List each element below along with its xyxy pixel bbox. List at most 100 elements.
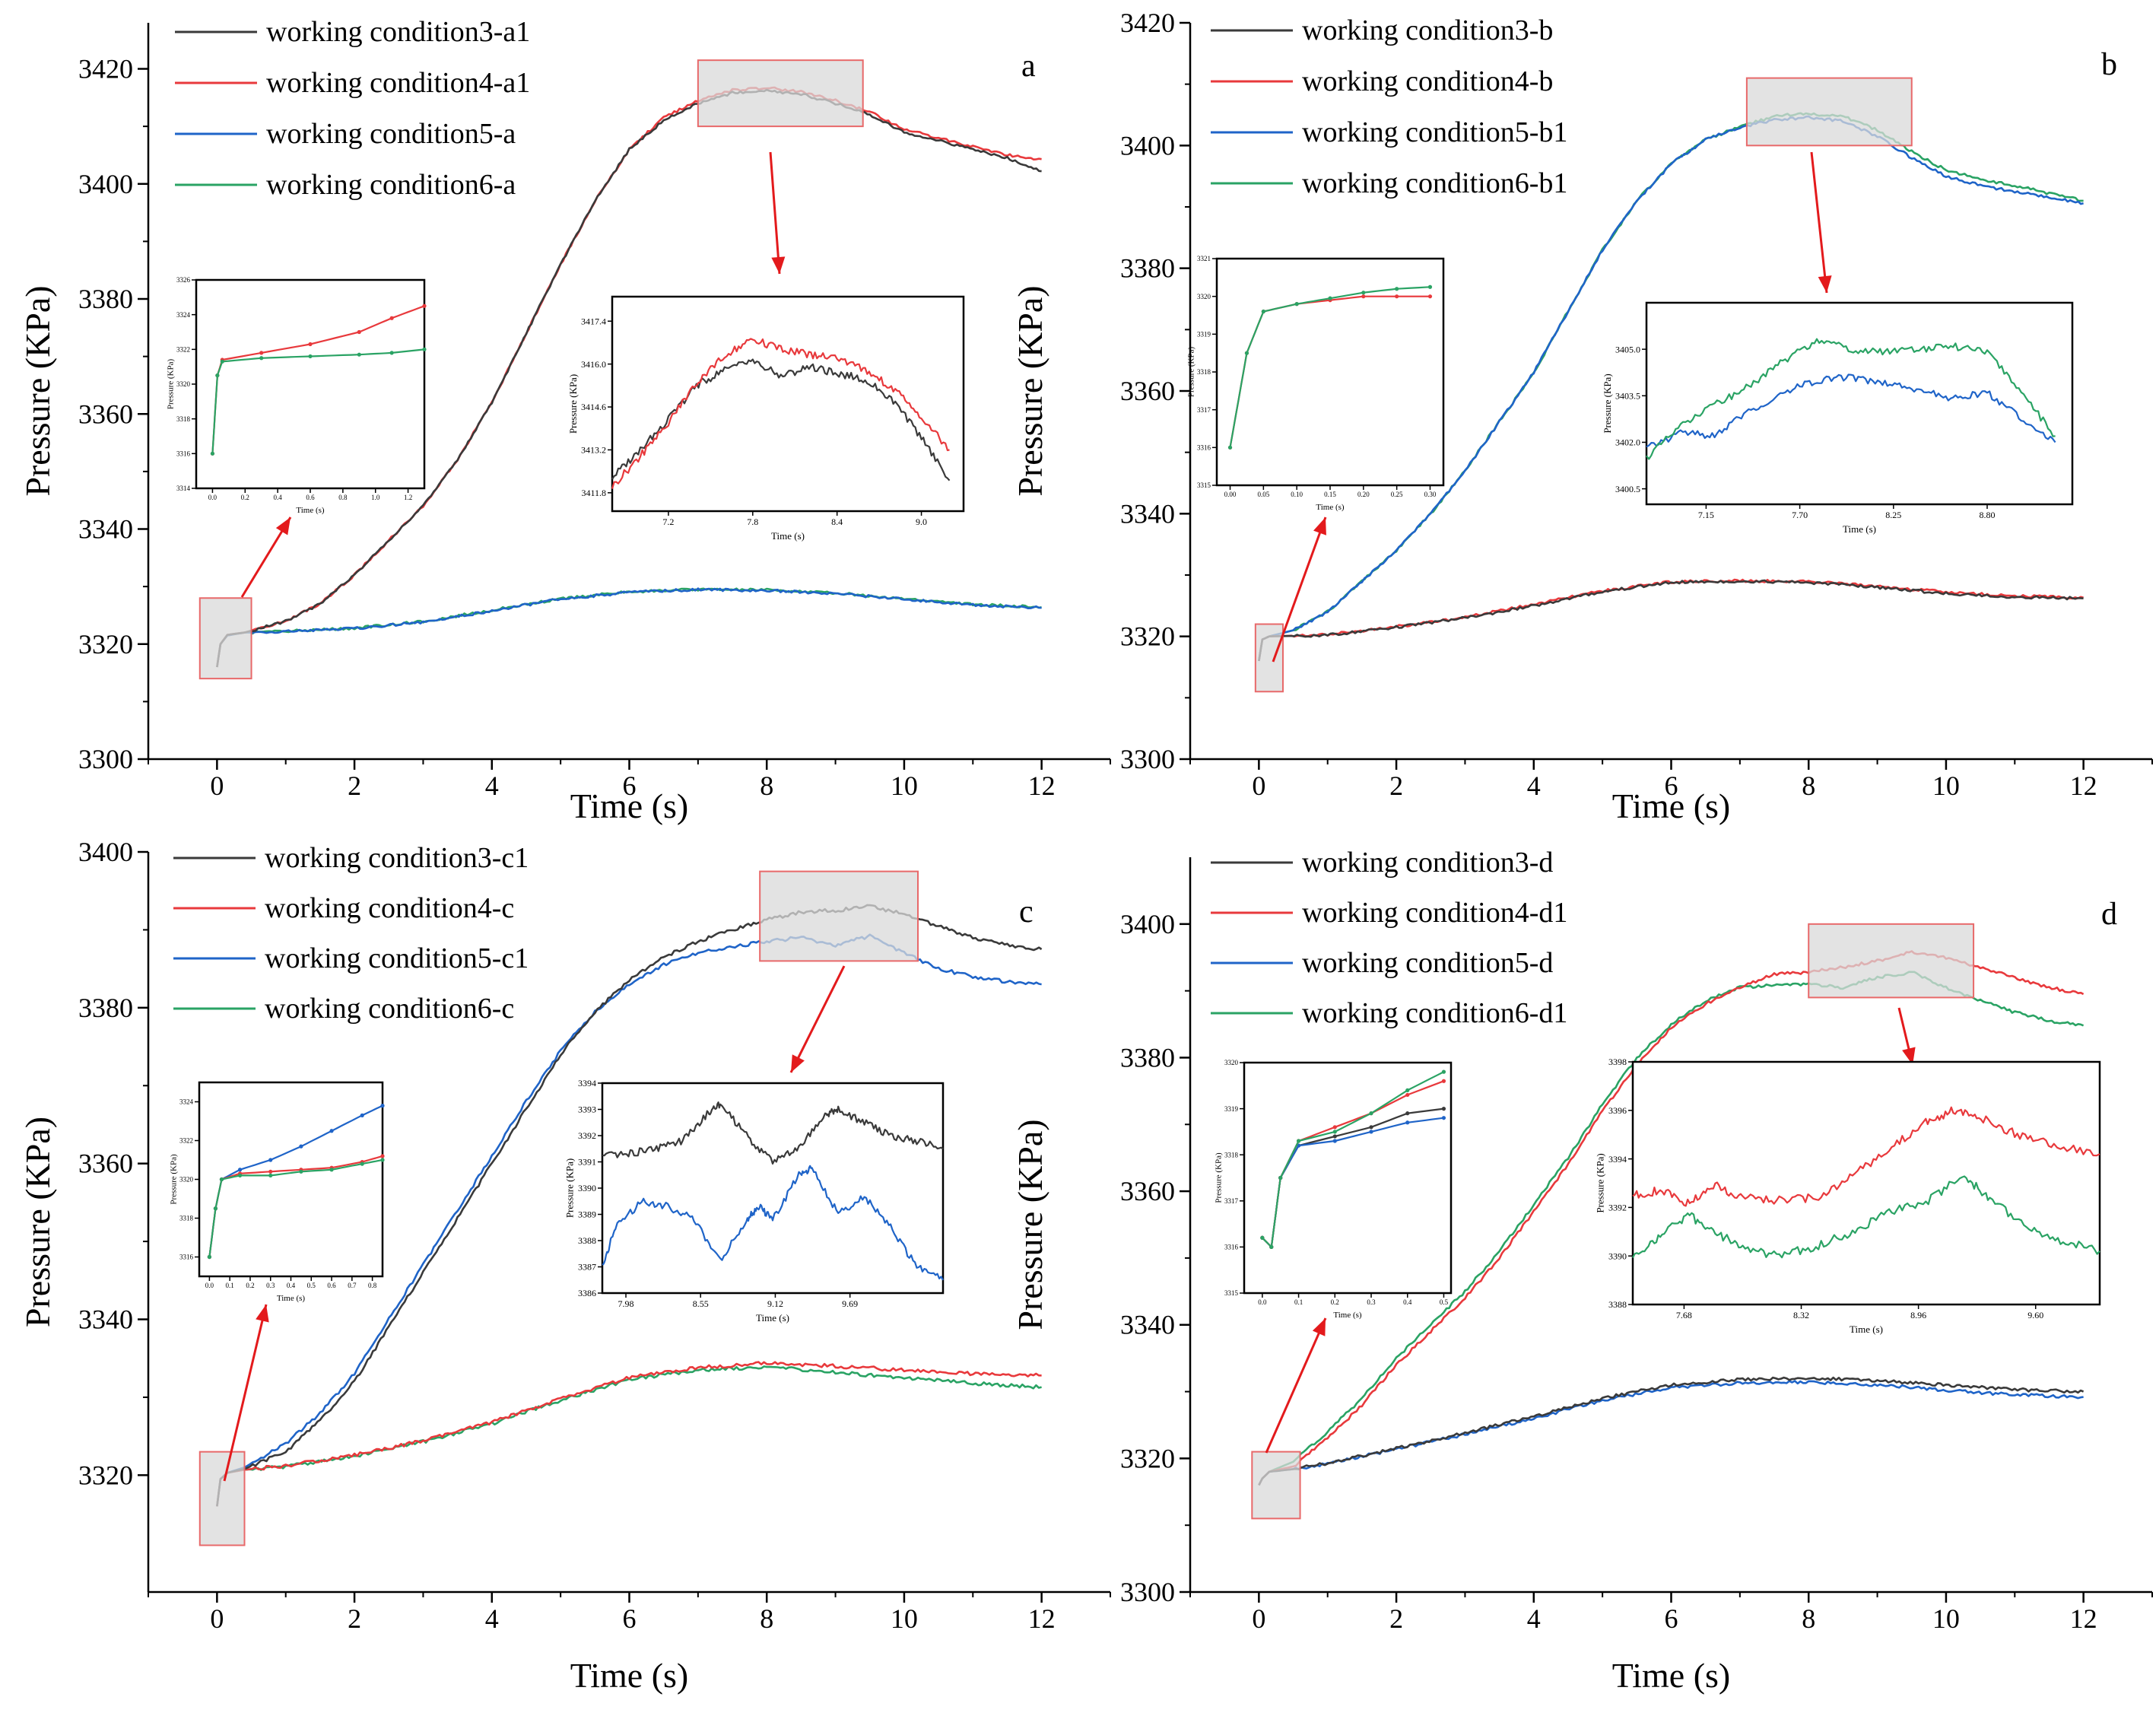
x-tick-label: 10 <box>891 771 918 801</box>
inset-x-tick-label: 1.2 <box>404 494 412 501</box>
x-tick-label: 6 <box>1665 771 1678 801</box>
inset-marker <box>1261 309 1265 314</box>
inset-y-label: Pressure (KPa) <box>567 374 579 434</box>
inset-series-line <box>211 348 425 454</box>
x-tick-label: 4 <box>485 771 499 801</box>
inset-peak-frame <box>611 295 965 513</box>
inset-y-tick-label: 3316 <box>1224 1244 1239 1251</box>
y-tick-label: 3340 <box>1120 1310 1175 1340</box>
y-tick-label: 3360 <box>1120 1176 1175 1206</box>
inset-marker <box>1332 1125 1337 1130</box>
inset-marker <box>299 1169 303 1174</box>
inset-x-tick-label: 0.6 <box>306 494 315 501</box>
inset-y-tick-label: 3318 <box>1197 368 1211 376</box>
x-tick-label: 12 <box>2070 1603 2097 1634</box>
inset-marker <box>1361 291 1366 295</box>
inset-marker <box>1332 1139 1337 1143</box>
inset-x-tick-label: 7.98 <box>618 1298 634 1309</box>
y-tick-label: 3320 <box>1120 621 1175 652</box>
x-axis-label: Time (s) <box>570 1656 689 1695</box>
inset-x-tick-label: 9.60 <box>2027 1310 2043 1320</box>
arrow-start-head <box>1312 1318 1326 1336</box>
panel-label: d <box>2101 897 2117 932</box>
inset-y-tick-label: 3322 <box>179 1137 193 1145</box>
inset-y-tick-label: 3390 <box>578 1183 596 1193</box>
x-axis-label: Time (s) <box>1612 1656 1731 1695</box>
inset-y-tick-label: 3403.5 <box>1615 391 1640 402</box>
x-tick-label: 12 <box>1028 1603 1056 1634</box>
inset-y-tick-label: 3326 <box>176 276 191 284</box>
zoom-box-start <box>198 1451 246 1546</box>
inset-marker <box>329 1129 334 1133</box>
legend-label: working condition3-a1 <box>266 16 530 48</box>
inset-y-tick-label: 3390 <box>1608 1250 1627 1261</box>
series-line <box>216 1361 1042 1507</box>
inset-marker <box>1405 1111 1410 1116</box>
x-tick-label: 10 <box>891 1603 918 1634</box>
inset-y-tick-label: 3392 <box>1608 1203 1627 1213</box>
inset-marker <box>1369 1111 1373 1116</box>
legend-label: working condition5-b1 <box>1302 116 1567 148</box>
inset-x-label: Time (s) <box>1850 1324 1883 1335</box>
inset-y-tick-label: 3393 <box>578 1104 596 1115</box>
inset-y-tick-label: 3321 <box>1197 255 1211 262</box>
legend-label: working condition4-c <box>265 892 514 924</box>
inset-x-tick-label: 0.7 <box>348 1282 357 1289</box>
inset-x-tick-label: 0.0 <box>205 1282 214 1289</box>
x-tick-label: 2 <box>1389 771 1403 801</box>
zoom-box-peak <box>759 870 919 962</box>
inset-x-tick-label: 8.4 <box>831 516 843 527</box>
legend-label: working condition3-d <box>1302 847 1553 879</box>
inset-series-line <box>1646 338 2056 460</box>
inset-x-label: Time (s) <box>771 530 805 542</box>
inset-marker <box>1395 294 1399 299</box>
inset-start-frame <box>195 278 426 490</box>
inset-marker <box>1441 1116 1446 1120</box>
inset-y-tick-label: 3317 <box>1197 406 1211 414</box>
inset-y-tick-label: 3324 <box>179 1098 194 1106</box>
inset-y-label: Pressure (KPa) <box>167 359 176 410</box>
inset-x-tick-label: 0.0 <box>1258 1298 1267 1306</box>
inset-y-tick-label: 3389 <box>578 1209 596 1220</box>
series-line <box>216 88 1042 668</box>
inset-y-label: Pressure (KPa) <box>564 1158 576 1218</box>
x-tick-label: 0 <box>210 771 224 801</box>
x-axis-label: Time (s) <box>1612 786 1731 825</box>
inset-series-line <box>1632 1106 2100 1207</box>
inset-x-tick-label: 7.68 <box>1676 1310 1692 1320</box>
inset-start: 0.0 0.1 0.2 0.3 0.4 0.5 0.6 0.7 0.8 3316 3318 3320 3… <box>170 1081 385 1303</box>
y-tick-label: 3380 <box>1120 253 1175 284</box>
inset-x-tick-label: 0.4 <box>1403 1298 1412 1306</box>
inset-marker <box>1227 445 1233 450</box>
inset-y-tick-label: 3315 <box>1197 481 1211 489</box>
y-tick-label: 3300 <box>1120 744 1175 774</box>
inset-y-label: Pressure (KPa) <box>1215 1152 1224 1203</box>
inset-x-label: Time (s) <box>756 1312 789 1324</box>
inset-y-tick-label: 3394 <box>1608 1154 1627 1165</box>
inset-marker <box>213 1206 218 1211</box>
x-tick-label: 6 <box>623 771 637 801</box>
inset-y-tick-label: 3413.2 <box>581 445 606 456</box>
inset-y-label: Pressure (KPa) <box>1602 373 1613 433</box>
inset-marker <box>219 1177 224 1182</box>
inset-peak-frame <box>601 1082 945 1295</box>
inset-x-label: Time (s) <box>296 506 325 515</box>
inset-x-tick-label: 9.12 <box>767 1298 783 1309</box>
inset-series-line <box>602 1165 944 1281</box>
zoom-box-peak <box>697 59 864 128</box>
legend-label: working condition4-a1 <box>266 67 530 99</box>
y-tick-label: 3320 <box>1120 1443 1175 1473</box>
x-tick-label: 0 <box>1252 1603 1265 1634</box>
inset-y-tick-label: 3388 <box>1608 1299 1627 1310</box>
series-line <box>1258 579 2084 662</box>
y-tick-label: 3400 <box>78 169 133 199</box>
x-tick-label: 4 <box>485 1603 499 1634</box>
inset-y-tick-label: 3318 <box>176 415 191 423</box>
inset-marker <box>259 351 264 355</box>
inset-marker <box>1278 1175 1283 1181</box>
inset-y-tick-label: 3411.8 <box>581 488 606 498</box>
inset-marker <box>329 1168 334 1172</box>
inset-series-line <box>1632 1175 2100 1259</box>
inset-series-line <box>1262 1071 1445 1248</box>
